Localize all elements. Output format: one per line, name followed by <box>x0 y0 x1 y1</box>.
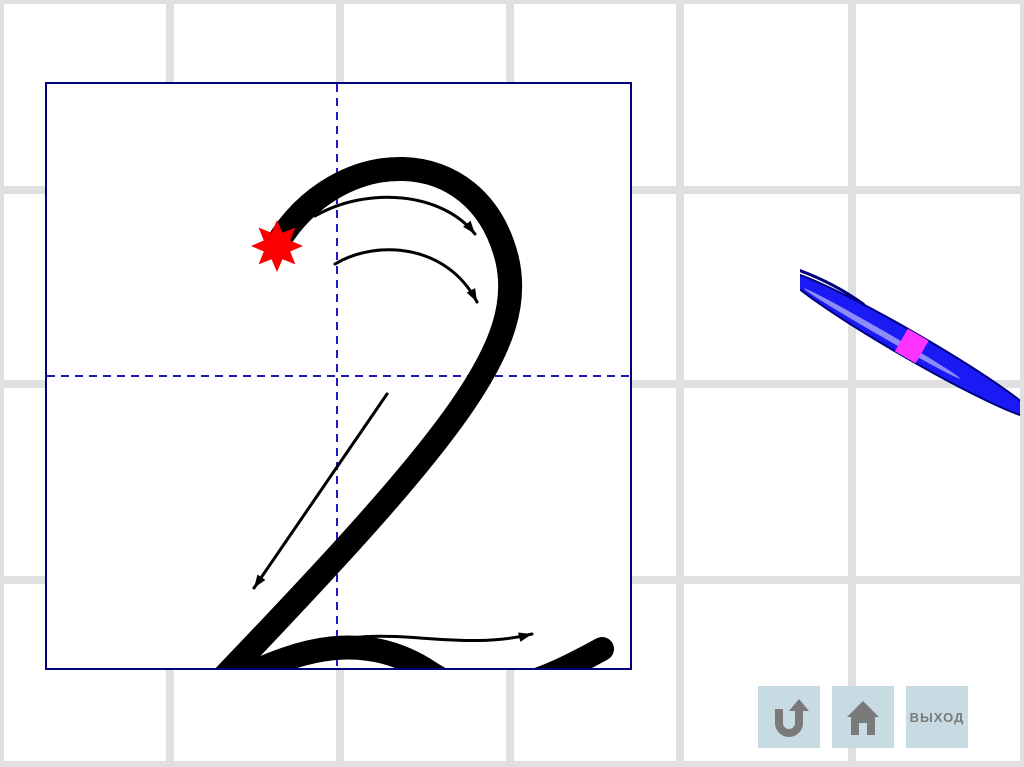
exit-button-label: ВЫХОД <box>910 710 965 725</box>
start-marker-icon <box>251 220 303 272</box>
direction-arrow <box>335 250 477 302</box>
back-button[interactable] <box>758 686 820 748</box>
writing-cell-svg <box>47 84 630 668</box>
home-icon <box>841 695 885 739</box>
direction-arrow <box>315 197 475 234</box>
exit-button[interactable]: ВЫХОД <box>906 686 968 748</box>
return-icon <box>767 695 811 739</box>
page: ВЫХОД <box>0 0 1024 767</box>
pen-icon <box>800 175 1020 515</box>
arrowhead-icon <box>518 632 532 641</box>
writing-cell <box>45 82 632 670</box>
home-button[interactable] <box>832 686 894 748</box>
